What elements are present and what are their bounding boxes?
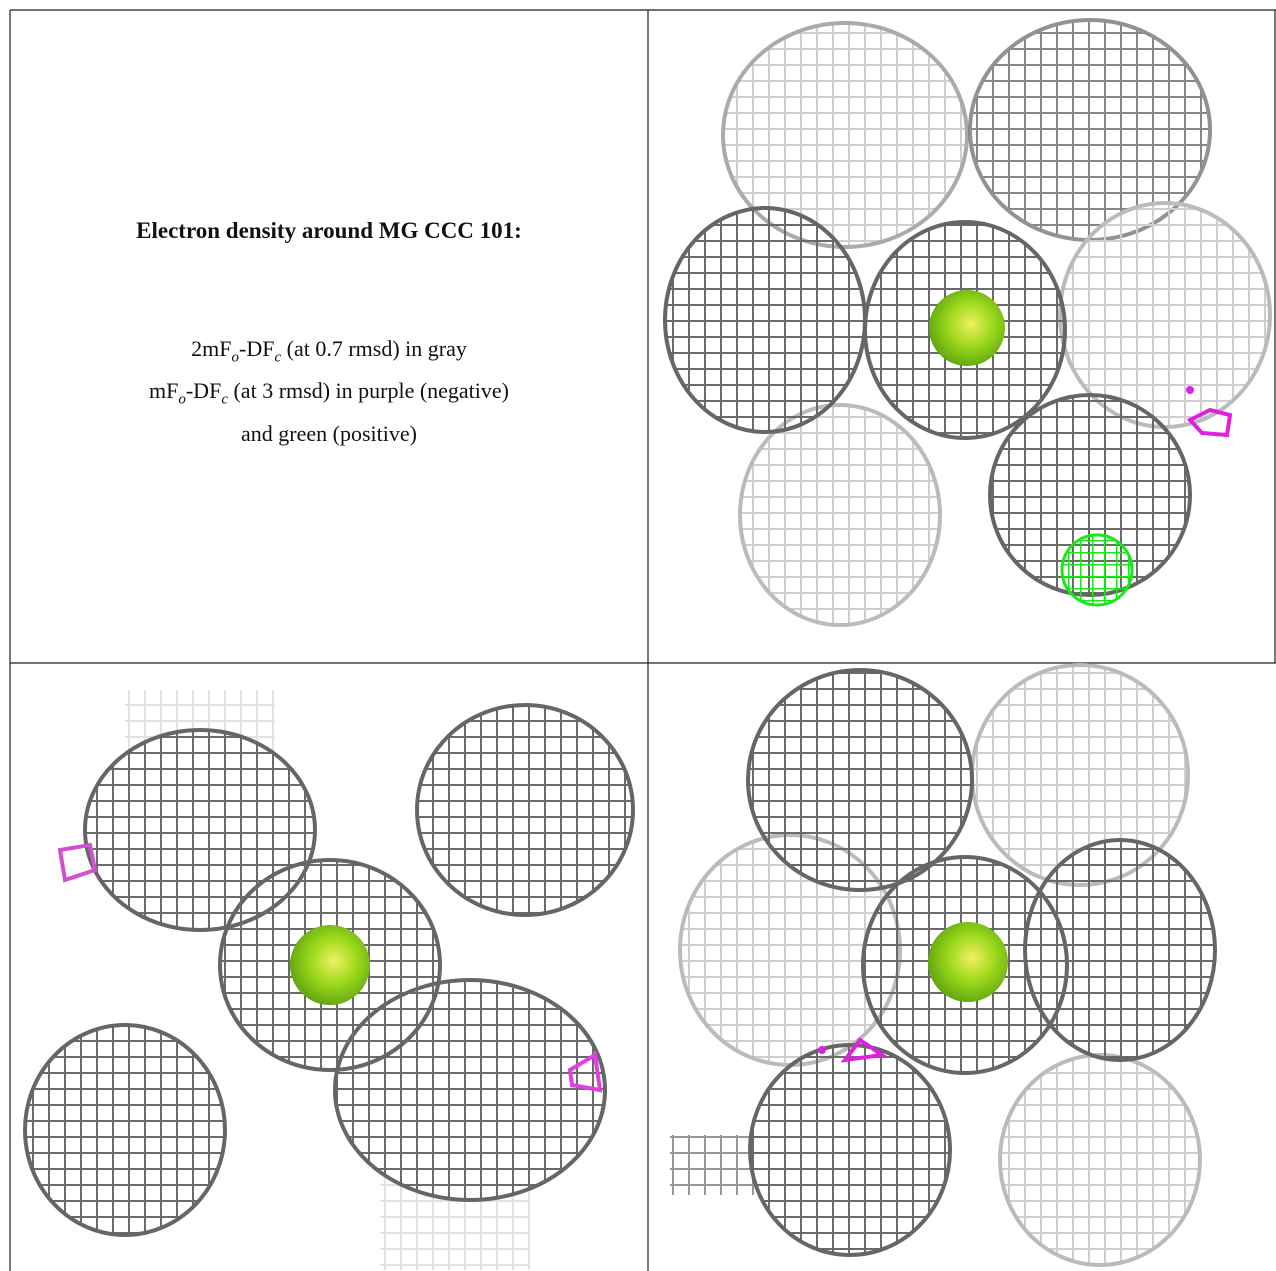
table-lines (9, 9, 1276, 1271)
text-part: 2mF (191, 336, 232, 361)
text-panel: Electron density around MG CCC 101: 2mFo… (10, 10, 648, 663)
subscript: c (274, 349, 282, 366)
text-part: (at 0.7 rmsd) in gray (281, 336, 467, 361)
text-part: and green (positive) (241, 420, 417, 446)
legend-line: mFo-DFc (at 3 rmsd) in purple (negative) (10, 374, 648, 416)
legend-line: 2mFo-DFc (at 0.7 rmsd) in gray (10, 332, 648, 374)
panel-bottom-left (23, 690, 635, 1270)
legend-line: and green (positive) (10, 417, 648, 450)
panel-top-right (663, 18, 1272, 627)
text-part: -DF (185, 378, 222, 404)
subscript: o (178, 391, 186, 408)
title: Electron density around MG CCC 101: (136, 218, 522, 243)
subscript: c (221, 391, 228, 408)
subscript: o (231, 349, 240, 366)
panel-bottom-right (670, 663, 1217, 1267)
text-part: -DF (239, 336, 275, 361)
text-part: mF (149, 378, 179, 404)
legend: 2mFo-DFc (at 0.7 rmsd) in gray mFo-DFc (a… (10, 332, 648, 450)
text-part: (at 3 rmsd) in purple (negative) (227, 378, 509, 404)
